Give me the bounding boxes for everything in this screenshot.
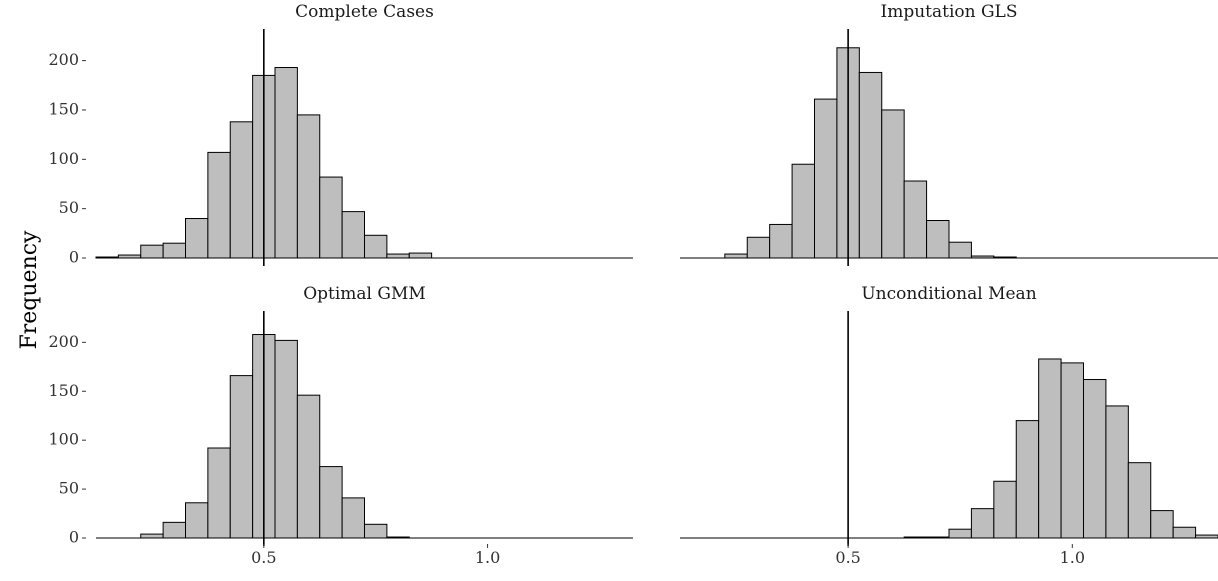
- histogram-bar: [769, 223, 793, 259]
- panel-title: Imputation GLS: [880, 2, 1017, 22]
- histogram-bar: [1038, 358, 1062, 539]
- histogram-bar: [926, 219, 950, 259]
- histogram-bar: [1127, 462, 1152, 539]
- x-tick-label: 1.0: [1060, 548, 1085, 567]
- histogram-bar: [1105, 405, 1129, 539]
- histogram-bar: [140, 244, 164, 259]
- y-tick-label: 0: [69, 248, 79, 267]
- x-tick-label: 0.5: [835, 548, 860, 567]
- histogram-bar: [881, 109, 905, 259]
- y-tick-label: 200: [48, 332, 79, 351]
- histogram-bar: [319, 176, 343, 259]
- histogram-bar: [1150, 510, 1174, 539]
- histogram-bar: [229, 375, 254, 539]
- histogram-bar: [408, 252, 433, 259]
- histogram-bar: [162, 521, 186, 539]
- panel-complete-cases: Complete Cases 0 50 100 150 200: [48, 2, 633, 267]
- y-tick-label: 200: [48, 50, 79, 69]
- histogram-bar: [1172, 526, 1197, 539]
- histogram-bar: [903, 180, 928, 259]
- histogram-bar: [341, 211, 365, 259]
- histogram-bar: [948, 528, 972, 539]
- histogram-bar: [746, 236, 771, 259]
- histogram-bar: [364, 523, 388, 539]
- y-axis: 0 50 100 150 200: [48, 332, 86, 547]
- histogram-bar: [386, 253, 410, 259]
- histogram-bar: [993, 480, 1017, 539]
- histogram-bar: [814, 98, 838, 259]
- histogram-bar: [274, 339, 298, 539]
- histogram-bar: [1015, 420, 1040, 539]
- y-tick-label: 100: [48, 149, 79, 168]
- histogram-bar: [274, 67, 298, 259]
- histogram-bar: [791, 163, 815, 259]
- histogram-bar: [296, 394, 321, 539]
- y-axis-title: Frequency: [17, 230, 42, 350]
- histogram-bar: [319, 466, 343, 539]
- histogram-bar: [185, 218, 209, 259]
- y-tick-label: 50: [59, 198, 79, 217]
- histogram-bar: [229, 121, 254, 259]
- histogram-bar: [724, 253, 748, 259]
- panel-title: Complete Cases: [295, 2, 434, 22]
- panel-imputation-gls: Imputation GLS: [680, 2, 1218, 266]
- y-tick-label: 100: [48, 430, 79, 449]
- histogram-bar: [162, 242, 186, 259]
- panel-optimal-gmm: Optimal GMM 0 50 100 150 200 0.5 1.0: [48, 284, 633, 567]
- x-tick-label: 0.5: [251, 548, 276, 567]
- histogram-bar: [1060, 362, 1085, 539]
- histogram-bar: [858, 71, 883, 259]
- panel-unconditional-mean: Unconditional Mean 0.5 1.0: [680, 284, 1218, 567]
- y-axis: 0 50 100 150 200: [48, 50, 86, 267]
- y-tick-label: 50: [59, 479, 79, 498]
- histogram-bar: [140, 533, 164, 539]
- x-axis: 0.5 1.0: [251, 544, 500, 567]
- histogram-bar: [948, 241, 972, 259]
- histogram-bar: [364, 234, 388, 259]
- x-tick-label: 1.0: [475, 548, 500, 567]
- histogram-bar: [207, 447, 231, 539]
- histogram-bar: [296, 114, 321, 259]
- y-tick-label: 0: [69, 528, 79, 547]
- histogram-bar: [1083, 379, 1107, 539]
- histogram-bar: [341, 497, 365, 539]
- x-axis: 0.5 1.0: [835, 544, 1085, 567]
- histogram-bar: [207, 151, 231, 259]
- panel-title: Optimal GMM: [303, 284, 426, 304]
- panel-title: Unconditional Mean: [861, 284, 1036, 304]
- histogram-bar: [185, 502, 209, 539]
- y-tick-label: 150: [48, 381, 79, 400]
- y-tick-label: 150: [48, 99, 79, 118]
- histogram-bar: [970, 508, 995, 539]
